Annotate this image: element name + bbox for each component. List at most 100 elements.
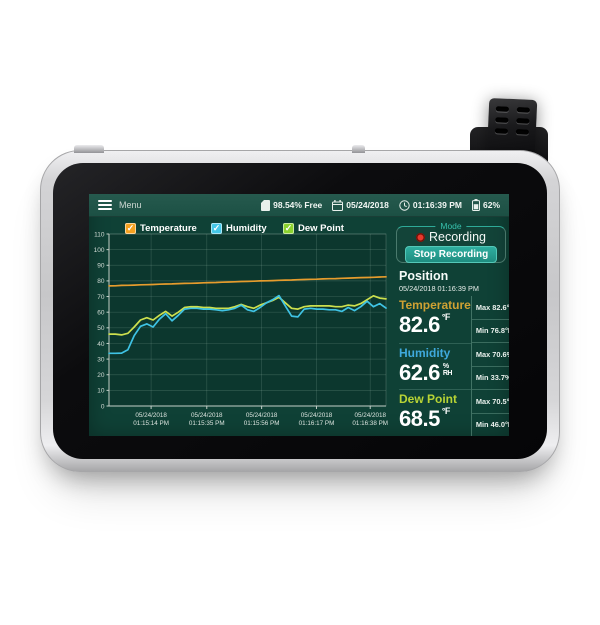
- menu-button[interactable]: Menu: [98, 200, 142, 210]
- y-tick-label: 40: [97, 341, 105, 348]
- x-tick-label: 01:16:38 PM: [352, 420, 388, 427]
- maxmin-cell: Min 76.8°F: [471, 320, 509, 343]
- storage-free-text: 98.54% Free: [273, 200, 323, 210]
- x-tick-label: 05/24/2018: [246, 412, 278, 419]
- x-tick-label: 01:16:17 PM: [299, 420, 335, 427]
- battery-percent: 62%: [482, 200, 500, 210]
- position-title: Position: [399, 269, 449, 283]
- legend-label: Dew Point: [298, 223, 344, 234]
- legend-item-humidity[interactable]: ✓ Humidity: [211, 223, 267, 234]
- axes: [108, 234, 386, 407]
- dew-point-line: [108, 294, 387, 336]
- x-tick-label: 05/24/2018: [191, 412, 223, 419]
- reading-block-temperature: Temperature 82.6 °F: [399, 296, 471, 343]
- calendar-icon: [332, 199, 344, 211]
- mode-box: Mode Recording Stop Recording: [396, 221, 506, 263]
- device-frame: Menu 98.54% Free: [40, 145, 560, 472]
- y-tick-label: 0: [101, 403, 105, 410]
- top-bar: Menu 98.54% Free: [89, 194, 509, 217]
- screen-body: 0 10 20 30 40 50 60 70 80 90 100 110 05/24/2018 01:15…: [89, 217, 509, 436]
- reading-values-column: Temperature 82.6 °F Humidity 62.6: [391, 296, 471, 436]
- mode-label: Mode: [435, 221, 467, 232]
- reading-block-humidity: Humidity 62.6 % RH: [399, 342, 471, 390]
- humidity-line: [108, 294, 387, 355]
- maxmin-column: Max 82.6°F Min 76.8°F Max 70.6% Min 33.7…: [470, 296, 509, 436]
- side-button[interactable]: [352, 145, 365, 153]
- stop-recording-button[interactable]: Stop Recording: [404, 246, 498, 263]
- y-tick-label: 110: [94, 231, 105, 238]
- y-tick-label: 10: [97, 388, 105, 395]
- date-status: 05/24/2018: [332, 199, 389, 211]
- y-tick-label: 70: [97, 294, 105, 301]
- reading-label: Temperature: [399, 298, 471, 312]
- x-tick-label: 05/24/2018: [135, 412, 167, 419]
- reading-value: 68.5 °F: [399, 406, 471, 431]
- value-number: 68.5: [399, 406, 440, 431]
- probe-vent-slot: [494, 128, 509, 134]
- value-number: 82.6: [399, 312, 440, 337]
- position-timestamp: 05/24/2018 01:16:39 PM: [399, 284, 479, 293]
- side-panel: Mode Recording Stop Recording Position 0…: [391, 217, 509, 436]
- checkbox-checked-icon: ✓: [283, 223, 294, 234]
- legend-label: Humidity: [226, 223, 267, 234]
- legend-label: Temperature: [140, 223, 197, 234]
- x-tick-label: 01:15:56 PM: [244, 420, 280, 427]
- value-number: 62.6: [399, 359, 440, 385]
- probe-vent-slot: [516, 118, 530, 124]
- menu-label: Menu: [119, 200, 142, 210]
- checkbox-checked-icon: ✓: [211, 223, 222, 234]
- x-tick-label: 05/24/2018: [301, 412, 333, 419]
- plot-background: [109, 234, 386, 406]
- chart-legend: ✓ Temperature ✓ Humidity ✓ Dew Point: [89, 223, 391, 237]
- y-tick-label: 30: [97, 356, 105, 363]
- time-text: 01:16:39 PM: [412, 200, 462, 210]
- checkbox-checked-icon: ✓: [125, 223, 136, 234]
- maxmin-cell: Max 70.5°F: [471, 390, 509, 414]
- temperature-line: [108, 275, 387, 287]
- date-text: 05/24/2018: [346, 200, 389, 210]
- power-button[interactable]: [74, 145, 104, 153]
- maxmin-cell: Max 82.6°F: [471, 296, 509, 320]
- hamburger-icon: [98, 200, 112, 210]
- readings: Temperature 82.6 °F Humidity 62.6: [391, 296, 509, 436]
- reading-label: Dew Point: [399, 392, 458, 406]
- maxmin-cell: Min 33.7%: [471, 367, 509, 390]
- reading-value: 82.6 °F: [399, 312, 471, 337]
- y-tick-label: 20: [97, 372, 105, 379]
- battery-icon: [471, 199, 480, 211]
- y-tick-label: 50: [97, 325, 105, 332]
- value-unit: °F: [441, 406, 451, 416]
- y-tick-label: 80: [97, 278, 105, 285]
- probe-vent-slot: [516, 107, 530, 113]
- storage-icon: [261, 199, 271, 211]
- battery-status: 62%: [471, 199, 500, 211]
- status-bar: 98.54% Free 05/24/2018: [261, 199, 500, 211]
- reading-block-dew-point: Dew Point 68.5 °F: [399, 389, 471, 436]
- device-screen: Menu 98.54% Free: [89, 194, 509, 436]
- reading-value: 62.6 % RH: [399, 359, 471, 385]
- x-tick-label: 01:15:14 PM: [133, 420, 169, 427]
- reading-label: Humidity: [399, 345, 451, 360]
- probe-vent-slot: [495, 106, 509, 112]
- y-tick-label: 90: [97, 263, 105, 270]
- y-tick-label: 100: [94, 247, 105, 254]
- recording-status: Recording: [397, 230, 505, 244]
- y-tick-label: 60: [97, 309, 105, 316]
- value-unit: °F: [441, 312, 451, 322]
- legend-item-dew-point[interactable]: ✓ Dew Point: [283, 223, 344, 234]
- storage-status: 98.54% Free: [261, 199, 323, 211]
- chart-zone: 0 10 20 30 40 50 60 70 80 90 100 110 05/24/2018 01:15…: [89, 217, 391, 436]
- legend-item-temperature[interactable]: ✓ Temperature: [125, 223, 197, 234]
- value-unit: % RH: [442, 362, 453, 378]
- probe-vent-slot: [515, 129, 529, 135]
- recording-label: Recording: [429, 230, 486, 244]
- x-tick-label: 01:15:35 PM: [189, 420, 225, 427]
- maxmin-cell: Max 70.6%: [471, 343, 509, 367]
- clock-icon: [399, 199, 410, 211]
- maxmin-cell: Min 46.0°F: [475, 420, 509, 430]
- probe-vent-slot: [495, 117, 509, 123]
- record-icon: [416, 232, 425, 242]
- chart-svg[interactable]: 010203040506070809010011005/24/201801:15…: [89, 217, 391, 436]
- unit-top: %: [442, 362, 449, 370]
